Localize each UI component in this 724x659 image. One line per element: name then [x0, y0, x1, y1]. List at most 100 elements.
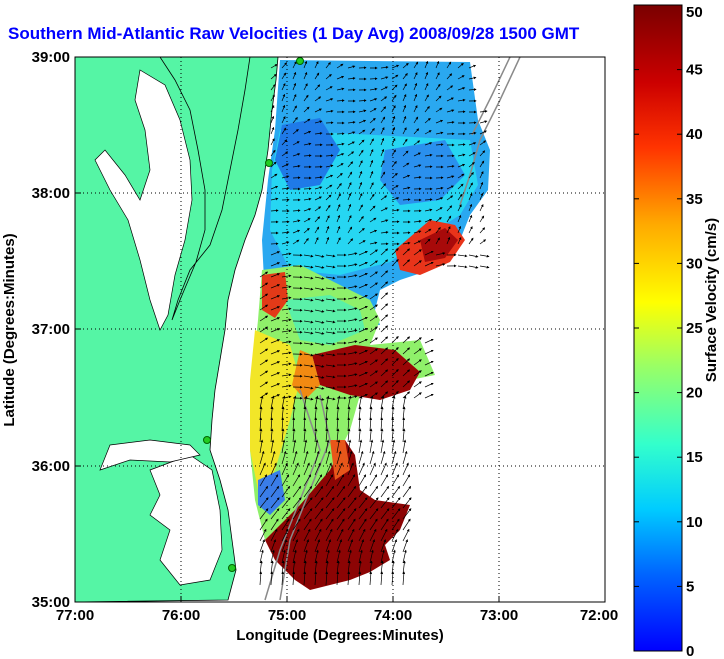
- velocity-vector: [380, 485, 390, 498]
- velocity-vector: [435, 131, 444, 135]
- velocity-vector: [358, 227, 365, 234]
- velocity-vector: [270, 372, 281, 377]
- velocity-vector: [281, 296, 292, 300]
- velocity-vector: [369, 370, 378, 377]
- velocity-vector: [281, 571, 285, 586]
- velocity-vector: [292, 428, 296, 443]
- velocity-vector: [457, 98, 466, 102]
- velocity-vector: [435, 263, 446, 267]
- velocity-vector: [380, 65, 389, 69]
- velocity-vector: [347, 518, 356, 531]
- velocity-vector: [314, 96, 322, 102]
- velocity-vector: [281, 318, 292, 322]
- velocity-vector: [369, 359, 378, 366]
- velocity-vector: [369, 315, 378, 322]
- velocity-vector: [336, 450, 342, 465]
- velocity-vector: [314, 497, 324, 509]
- velocity-vector: [314, 518, 323, 531]
- velocity-vector: [270, 474, 279, 487]
- velocity-vector: [446, 226, 451, 234]
- velocity-vector: [347, 151, 355, 157]
- velocity-vector: [391, 518, 400, 531]
- velocity-vector: [424, 142, 433, 146]
- velocity-vector: [325, 225, 330, 234]
- velocity-vector: [380, 462, 387, 476]
- velocity-vector: [270, 251, 281, 256]
- velocity-vector: [281, 508, 291, 520]
- velocity-vector: [336, 225, 341, 234]
- velocity-vector: [347, 238, 354, 245]
- velocity-vector: [358, 462, 365, 476]
- velocity-vector: [402, 528, 410, 542]
- velocity-vector: [281, 485, 291, 498]
- velocity-vector: [380, 76, 389, 80]
- velocity-vector: [270, 284, 281, 289]
- velocity-vector: [380, 358, 389, 366]
- velocity-vector: [424, 371, 434, 377]
- velocity-vector: [358, 360, 368, 366]
- velocity-vector: [402, 248, 411, 256]
- velocity-vector: [479, 171, 484, 179]
- velocity-vector: [270, 126, 275, 135]
- velocity-vector: [424, 238, 431, 245]
- velocity-vector: [413, 105, 418, 113]
- velocity-vector: [303, 197, 312, 201]
- velocity-vector: [281, 127, 287, 135]
- velocity-vector: [292, 209, 301, 212]
- velocity-vector: [314, 508, 324, 520]
- velocity-vector: [325, 474, 334, 487]
- velocity-vector: [347, 263, 358, 267]
- velocity-vector: [292, 229, 301, 234]
- velocity-vector: [325, 276, 336, 280]
- x-axis-label: Longitude (Degrees:Minutes): [236, 627, 444, 644]
- velocity-vector: [325, 364, 336, 368]
- velocity-vector: [402, 450, 408, 465]
- velocity-vector: [391, 485, 401, 498]
- velocity-vector: [424, 94, 429, 102]
- velocity-vector: [336, 193, 341, 201]
- velocity-vector: [424, 60, 429, 69]
- velocity-vector: [358, 119, 367, 124]
- velocity-vector: [358, 485, 368, 498]
- velocity-vector: [336, 485, 346, 498]
- velocity-vector: [281, 263, 292, 267]
- velocity-vector: [402, 93, 407, 102]
- velocity-vector: [292, 239, 300, 245]
- velocity-vector: [259, 381, 269, 388]
- velocity-vector: [457, 204, 462, 212]
- velocity-vector: [281, 528, 289, 542]
- velocity-vector: [325, 331, 336, 335]
- velocity-vector: [259, 474, 268, 487]
- velocity-vector: [314, 206, 322, 212]
- y-axis-label: Latitude (Degrees:Minutes): [1, 233, 18, 426]
- velocity-vector: [303, 353, 314, 357]
- velocity-vector: [259, 293, 269, 300]
- velocity-vector: [314, 84, 321, 91]
- velocity-vector: [446, 205, 453, 212]
- velocity-vector: [468, 203, 473, 212]
- velocity-vector: [358, 349, 368, 355]
- velocity-vector: [325, 528, 333, 542]
- velocity-vector: [457, 193, 463, 201]
- velocity-vector: [336, 172, 343, 179]
- velocity-vector: [314, 474, 323, 487]
- velocity-vector: [391, 528, 399, 542]
- velocity-vector: [314, 120, 323, 124]
- colorbar-tick-label: 15: [686, 449, 703, 466]
- velocity-vector: [413, 61, 419, 69]
- velocity-vector: [270, 161, 277, 168]
- velocity-vector: [457, 254, 468, 258]
- velocity-vector: [292, 128, 299, 135]
- velocity-vector: [479, 215, 485, 223]
- velocity-vector: [402, 518, 411, 531]
- velocity-vector: [281, 373, 292, 377]
- velocity-vector: [424, 382, 434, 388]
- velocity-vector: [292, 153, 301, 157]
- velocity-vector: [369, 127, 375, 135]
- velocity-vector: [336, 63, 344, 69]
- velocity-vector: [413, 82, 418, 91]
- velocity-vector: [270, 328, 281, 333]
- velocity-vector: [369, 462, 376, 476]
- velocity-vector: [303, 518, 312, 531]
- velocity-vector: [369, 474, 378, 487]
